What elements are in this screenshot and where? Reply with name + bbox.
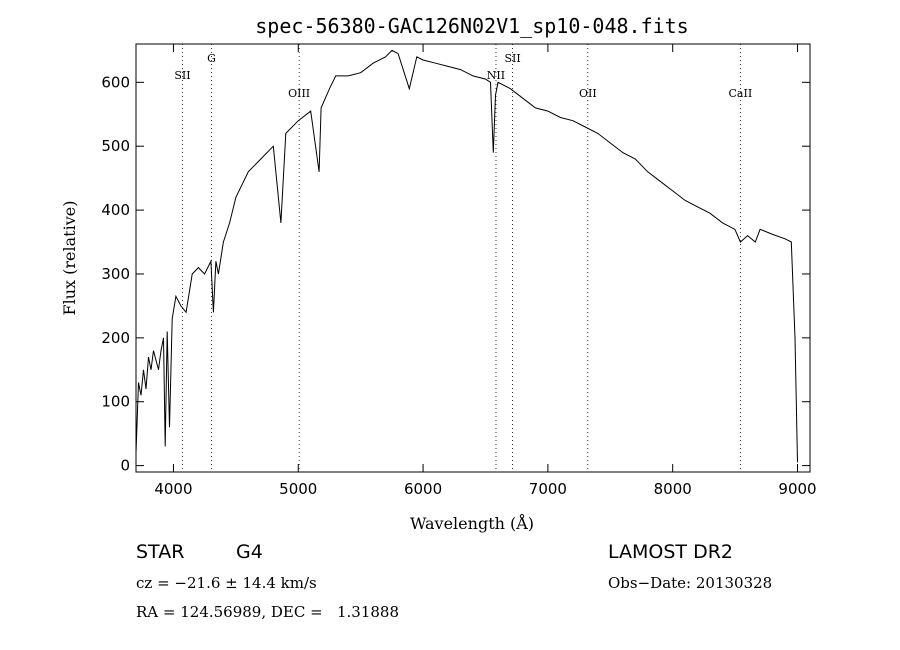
- x-tick-label: 6000: [404, 480, 442, 498]
- x-tick-label: 9000: [778, 480, 816, 498]
- survey-name: LAMOST DR2: [608, 541, 733, 563]
- x-axis-label: Wavelength (Å): [410, 513, 534, 533]
- plot-area: 4000 5000 6000 7000 8000 9000 0 100 200 300 400 500…: [101, 44, 817, 498]
- y-tick-label: 600: [101, 73, 130, 91]
- object-subclass: G4: [236, 541, 263, 563]
- spectral-line-label: SII: [174, 69, 190, 82]
- spectral-line-label: CaII: [729, 87, 753, 100]
- y-tick-label: 500: [101, 137, 130, 155]
- y-tick-label: 400: [101, 201, 130, 219]
- y-tick-label: 300: [101, 265, 130, 283]
- redshift-velocity: cz = −21.6 ± 14.4 km/s: [136, 574, 317, 592]
- spectrum-line: [135, 49, 798, 463]
- observation-date: Obs−Date: 20130328: [608, 574, 773, 592]
- plot-frame: [135, 43, 811, 473]
- spectral-line-label: OII: [579, 87, 597, 100]
- spectral-line-label: OIII: [288, 87, 310, 100]
- object-class: STAR: [136, 541, 185, 563]
- x-tick-label: 5000: [279, 480, 317, 498]
- x-tick-label: 4000: [154, 480, 192, 498]
- coordinates: RA = 124.56989, DEC = 1.31888: [136, 603, 400, 621]
- spectral-line-label: NII: [487, 69, 505, 82]
- y-tick-label: 200: [101, 329, 130, 347]
- y-axis-label: Flux (relative): [60, 201, 79, 316]
- x-tick-label: 7000: [529, 480, 567, 498]
- y-tick-label: 100: [101, 393, 130, 411]
- chart-title: spec-56380-GAC126N02V1_sp10-048.fits: [255, 14, 688, 38]
- y-tick-label: 0: [120, 457, 130, 475]
- spectral-line-label: G: [207, 52, 216, 65]
- spectral-line-label: SII: [504, 52, 520, 65]
- x-tick-label: 8000: [654, 480, 692, 498]
